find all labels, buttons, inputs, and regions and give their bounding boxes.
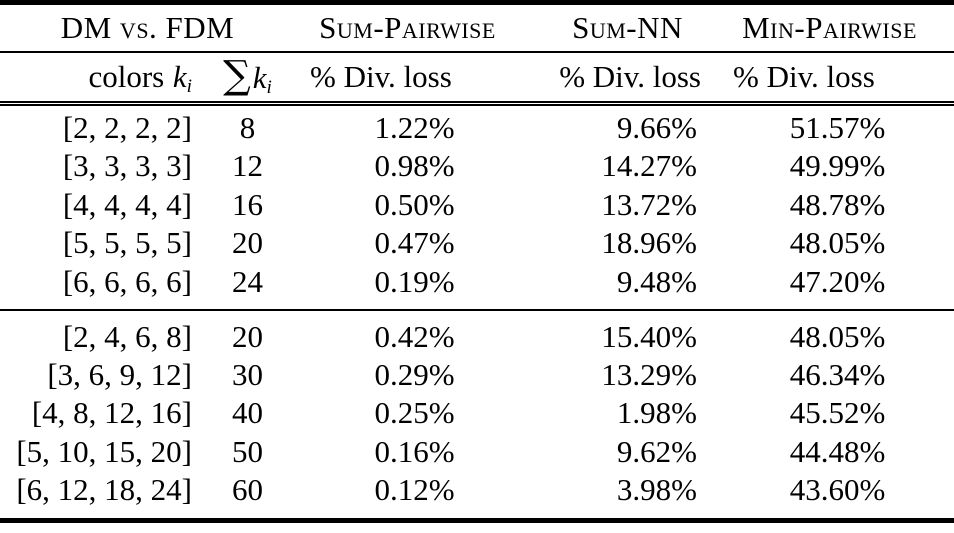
min-pairwise-cell: 49.99% (789, 148, 886, 184)
colors-cell: [2, 2, 2, 2] (62, 110, 192, 145)
colors-cell: [2, 4, 6, 8] (62, 318, 192, 354)
min-pairwise-cell: 47.20% (789, 263, 886, 299)
min-pairwise-cell: 48.05% (789, 225, 886, 261)
min-pairwise-cell: 48.05% (789, 318, 886, 354)
uniform-colors-block: [2, 2, 2, 2] 8 1.22% 9.66% 51.57% [3, 3,… (0, 104, 954, 310)
sum-ki-cell: 30 (232, 356, 263, 392)
table-row: [3, 3, 3, 3] 12 0.98% 14.27% 49.99% (0, 147, 954, 186)
sum-pairwise-cell: 0.25% (374, 395, 455, 431)
group-header-row: DM vs. FDM Sum-Pairwise Sum-NN Min-Pairw… (0, 3, 954, 52)
k-variable: k (252, 59, 267, 95)
header-sum-nn: Sum-NN (572, 9, 683, 45)
table-header: DM vs. FDM Sum-Pairwise Sum-NN Min-Pairw… (0, 3, 954, 104)
sum-nn-cell: 9.62% (616, 433, 697, 469)
colors-cell: [3, 6, 9, 12] (47, 356, 192, 392)
colors-cell: [6, 6, 6, 6] (62, 263, 192, 299)
min-pairwise-cell: 44.48% (789, 433, 886, 469)
header-sum-pairwise: Sum-Pairwise (319, 9, 496, 45)
i-subscript: i (266, 76, 272, 98)
header-dm-vs-fdm: DM vs. FDM (60, 9, 235, 45)
sum-ki-cell: 24 (232, 263, 263, 299)
sum-pairwise-cell: 0.47% (374, 225, 455, 261)
sum-ki-cell: 16 (232, 186, 263, 222)
min-pairwise-cell: 51.57% (789, 110, 886, 145)
sum-pairwise-cell: 1.22% (374, 110, 455, 145)
table-row: [2, 4, 6, 8] 20 0.42% 15.40% 48.05% (0, 310, 954, 356)
min-pairwise-cell: 48.78% (789, 186, 886, 222)
sum-ki-cell: 40 (232, 395, 263, 431)
min-pairwise-cell: 43.60% (789, 472, 886, 507)
table-row: [6, 6, 6, 6] 24 0.19% 9.48% 47.20% (0, 263, 954, 310)
sum-ki-cell: 12 (232, 148, 263, 184)
header-sum-ki: ∑ki (200, 52, 295, 104)
table-row: [4, 4, 4, 4] 16 0.50% 13.72% 48.78% (0, 186, 954, 225)
sum-ki-cell: 60 (232, 472, 263, 507)
sum-nn-cell: 18.96% (601, 225, 697, 261)
header-div-loss-min-pairwise: % Div. loss (733, 58, 875, 94)
table-row: [3, 6, 9, 12] 30 0.29% 13.29% 46.34% (0, 356, 954, 395)
sum-pairwise-cell: 0.19% (374, 263, 455, 299)
colors-cell: [5, 10, 15, 20] (16, 433, 192, 469)
table-row: [2, 2, 2, 2] 8 1.22% 9.66% 51.57% (0, 104, 954, 148)
header-min-pairwise: Min-Pairwise (742, 9, 917, 45)
header-div-loss-sum-pairwise: % Div. loss (310, 58, 452, 94)
min-pairwise-cell: 46.34% (789, 356, 886, 392)
column-header-row: colors ki ∑ki % Div. loss % Div. loss % D… (0, 52, 954, 104)
colors-cell: [5, 5, 5, 5] (62, 225, 192, 261)
proportional-colors-block: [2, 4, 6, 8] 20 0.42% 15.40% 48.05% [3, … (0, 310, 954, 521)
sum-pairwise-cell: 0.98% (374, 148, 455, 184)
table-row: [6, 12, 18, 24] 60 0.12% 3.98% 43.60% (0, 471, 954, 521)
sum-ki-cell: 20 (232, 318, 263, 354)
table-row: [5, 5, 5, 5] 20 0.47% 18.96% 48.05% (0, 224, 954, 263)
sum-pairwise-cell: 0.50% (374, 186, 455, 222)
sum-nn-cell: 14.27% (601, 148, 697, 184)
colors-cell: [4, 4, 4, 4] (62, 186, 192, 222)
sum-nn-cell: 1.98% (616, 395, 697, 431)
sum-nn-cell: 13.29% (601, 356, 697, 392)
sum-pairwise-cell: 0.42% (374, 318, 455, 354)
colors-cell: [6, 12, 18, 24] (16, 472, 192, 507)
colors-cell: [3, 3, 3, 3] (62, 148, 192, 184)
sum-ki-cell: 50 (232, 433, 263, 469)
summation-symbol: ∑ (223, 52, 251, 98)
header-colors-ki: colors ki (0, 52, 200, 104)
sum-ki-cell: 8 (239, 110, 256, 145)
sum-nn-cell: 15.40% (601, 318, 697, 354)
k-variable: k (172, 58, 187, 94)
sum-pairwise-cell: 0.12% (374, 472, 455, 507)
table-row: [4, 8, 12, 16] 40 0.25% 1.98% 45.52% (0, 394, 954, 433)
sum-nn-cell: 9.48% (616, 263, 697, 299)
sum-nn-cell: 3.98% (616, 472, 697, 507)
sum-pairwise-cell: 0.29% (374, 356, 455, 392)
colors-cell: [4, 8, 12, 16] (31, 395, 192, 431)
min-pairwise-cell: 45.52% (789, 395, 886, 431)
sum-nn-cell: 9.66% (616, 110, 697, 145)
table-row: [5, 10, 15, 20] 50 0.16% 9.62% 44.48% (0, 433, 954, 472)
sum-ki-cell: 20 (232, 225, 263, 261)
sum-pairwise-cell: 0.16% (374, 433, 455, 469)
header-div-loss-sum-nn: % Div. loss (559, 58, 701, 94)
i-subscript: i (186, 75, 192, 97)
colors-word: colors (88, 58, 165, 94)
sum-nn-cell: 13.72% (601, 186, 697, 222)
